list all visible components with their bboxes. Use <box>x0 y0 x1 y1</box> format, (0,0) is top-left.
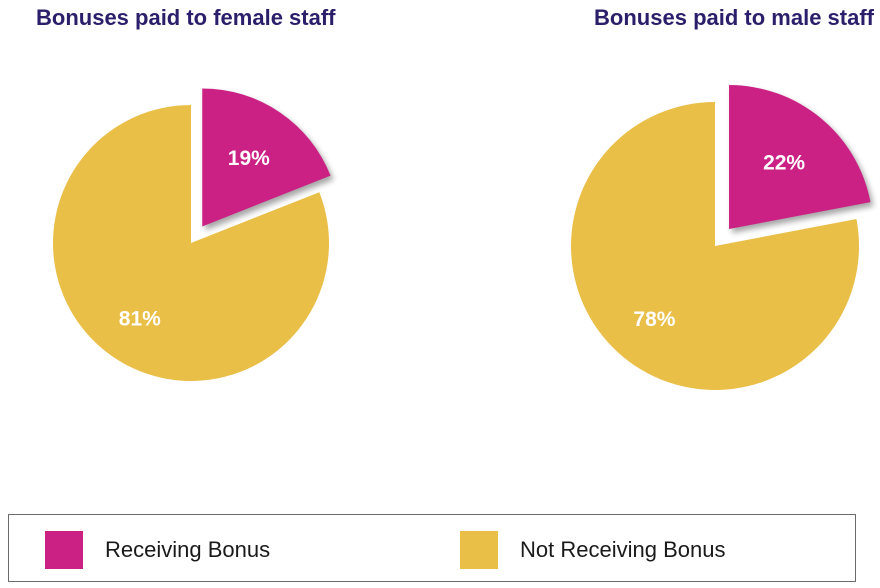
slice-label-receiving: 22% <box>763 151 805 174</box>
legend-swatch-receiving <box>45 531 83 569</box>
slice-label-not-receiving: 78% <box>633 308 675 331</box>
pie-chart-female: 19% 81% <box>53 88 331 381</box>
slice-label-not-receiving: 81% <box>119 307 161 330</box>
chart-title-female: Bonuses paid to female staff <box>36 5 336 30</box>
slice-not-receiving <box>53 105 329 381</box>
legend-item-receiving: Receiving Bonus <box>45 531 270 569</box>
pie-charts: 19% 81% 22% 78% <box>53 85 871 390</box>
slice-receiving <box>729 85 871 230</box>
chart-title-male: Bonuses paid to male staff <box>594 5 874 30</box>
pie-chart-male: 22% 78% <box>570 85 871 390</box>
slice-not-receiving <box>570 102 859 390</box>
slice-receiving <box>202 88 331 227</box>
legend-item-not-receiving: Not Receiving Bonus <box>460 531 725 569</box>
legend-label-not-receiving: Not Receiving Bonus <box>520 537 726 562</box>
legend-swatch-not-receiving <box>460 531 498 569</box>
slice-label-receiving: 19% <box>228 147 270 170</box>
legend: Receiving Bonus Not Receiving Bonus <box>8 514 856 582</box>
legend-label-receiving: Receiving Bonus <box>105 537 271 562</box>
